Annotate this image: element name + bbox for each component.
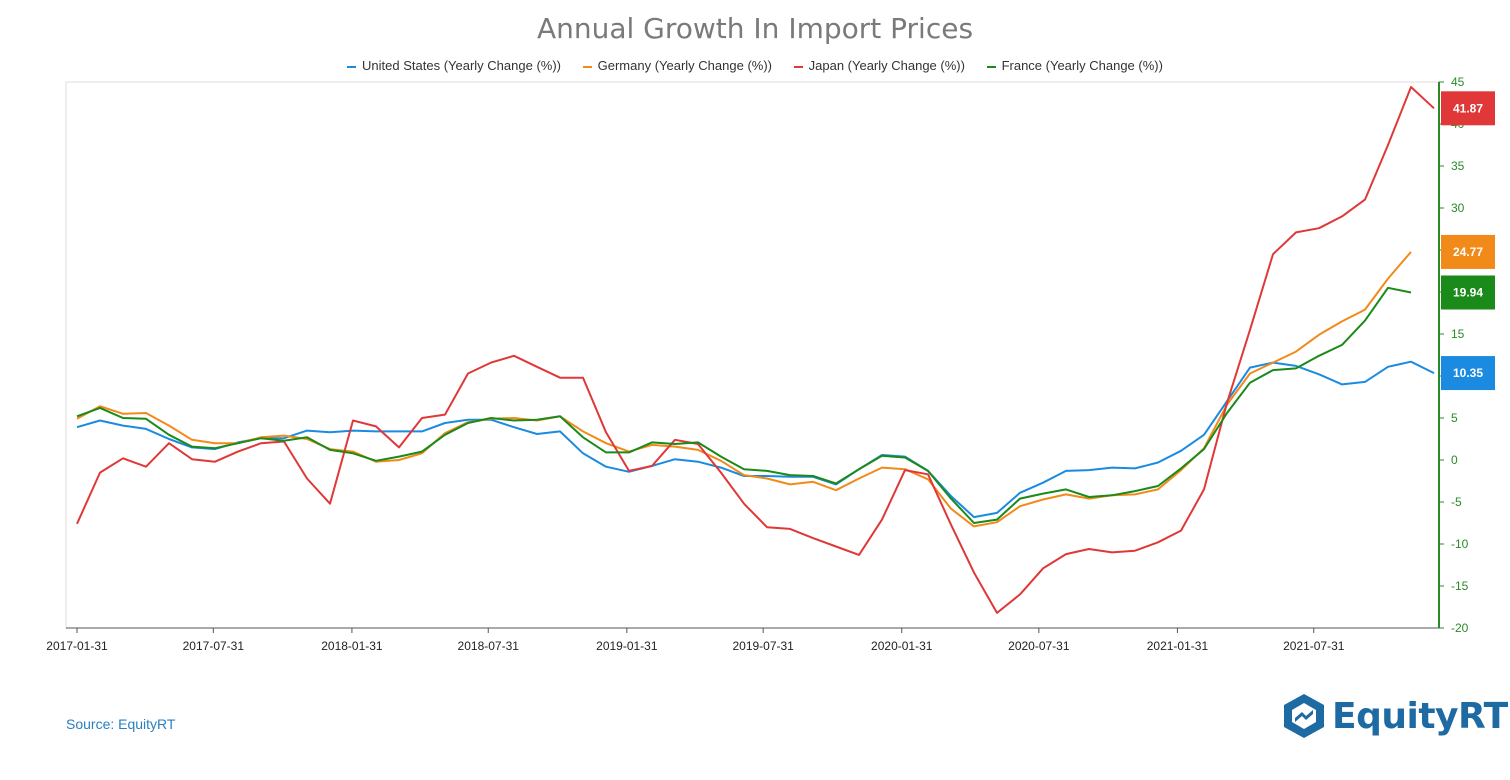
- end-value-label: 10.35: [1453, 366, 1483, 380]
- y-tick-label: 35: [1451, 159, 1465, 173]
- legend-swatch-germany: [582, 65, 592, 68]
- legend-item-france[interactable]: France (Yearly Change (%)): [986, 58, 1163, 73]
- end-value-badge-3: 19.94: [1441, 275, 1495, 310]
- legend-label-germany: Germany (Yearly Change (%)): [597, 58, 772, 73]
- legend-swatch-japan: [793, 65, 803, 68]
- y-tick-label: 0: [1451, 453, 1458, 467]
- series-line-2: [76, 86, 1435, 614]
- y-tick-label: 15: [1451, 327, 1465, 341]
- x-tick-label: 2021-01-31: [1147, 639, 1209, 653]
- end-value-badge-bg: [1441, 234, 1495, 269]
- end-value-badge-bg: [1441, 275, 1495, 310]
- plot-area-frame: [65, 81, 1440, 629]
- end-value-badge-1: 24.77: [1441, 234, 1495, 269]
- end-value-badge-0: 10.35: [1441, 356, 1495, 391]
- legend-swatch-france: [986, 65, 996, 68]
- legend-item-germany[interactable]: Germany (Yearly Change (%)): [582, 58, 772, 73]
- legend-label-japan: Japan (Yearly Change (%)): [808, 58, 965, 73]
- x-tick-label: 2021-07-31: [1283, 639, 1345, 653]
- x-tick-label: 2017-01-31: [46, 639, 108, 653]
- x-tick-label: 2018-07-31: [458, 639, 520, 653]
- x-tick-label: 2020-07-31: [1008, 639, 1070, 653]
- x-tick-label: 2019-01-31: [596, 639, 658, 653]
- end-value-label: 41.87: [1453, 101, 1483, 115]
- legend-label-france: France (Yearly Change (%)): [1001, 58, 1163, 73]
- source-note[interactable]: Source: EquityRT: [66, 716, 176, 732]
- y-tick-label: -5: [1451, 495, 1462, 509]
- x-tick-label: 2017-07-31: [183, 639, 245, 653]
- x-tick-label: 2019-07-31: [732, 639, 794, 653]
- end-value-label: 24.77: [1453, 245, 1483, 259]
- y-tick-label: 5: [1451, 411, 1458, 425]
- end-value-badge-2: 41.87: [1441, 91, 1495, 126]
- series-line-1: [76, 251, 1412, 528]
- series-line-3: [76, 286, 1412, 524]
- legend-swatch-united-states: [347, 65, 357, 68]
- end-value-badge-bg: [1441, 356, 1495, 391]
- equityrt-logo[interactable]: EquityRT: [1280, 692, 1508, 742]
- y-tick-label: -20: [1451, 621, 1469, 635]
- y-tick-label: 45: [1451, 75, 1465, 89]
- chart-legend: United States (Yearly Change (%)) German…: [0, 58, 1510, 73]
- y-tick-label: -10: [1451, 537, 1469, 551]
- legend-item-japan[interactable]: Japan (Yearly Change (%)): [793, 58, 965, 73]
- x-tick-label: 2018-01-31: [321, 639, 383, 653]
- x-tick-label: 2020-01-31: [871, 639, 933, 653]
- line-chart: 454035302520151050-5-10-15-202017-01-312…: [46, 75, 1495, 653]
- y-tick-label: -15: [1451, 579, 1469, 593]
- legend-label-united-states: United States (Yearly Change (%)): [362, 58, 561, 73]
- y-tick-label: 30: [1451, 201, 1465, 215]
- legend-item-united-states[interactable]: United States (Yearly Change (%)): [347, 58, 561, 73]
- chart-title: Annual Growth In Import Prices: [536, 12, 974, 45]
- equityrt-logo-text: EquityRT: [1332, 696, 1508, 737]
- end-value-label: 19.94: [1453, 286, 1483, 300]
- equityrt-hexagon-logo-icon: [1284, 694, 1324, 738]
- end-value-badge-bg: [1441, 91, 1495, 126]
